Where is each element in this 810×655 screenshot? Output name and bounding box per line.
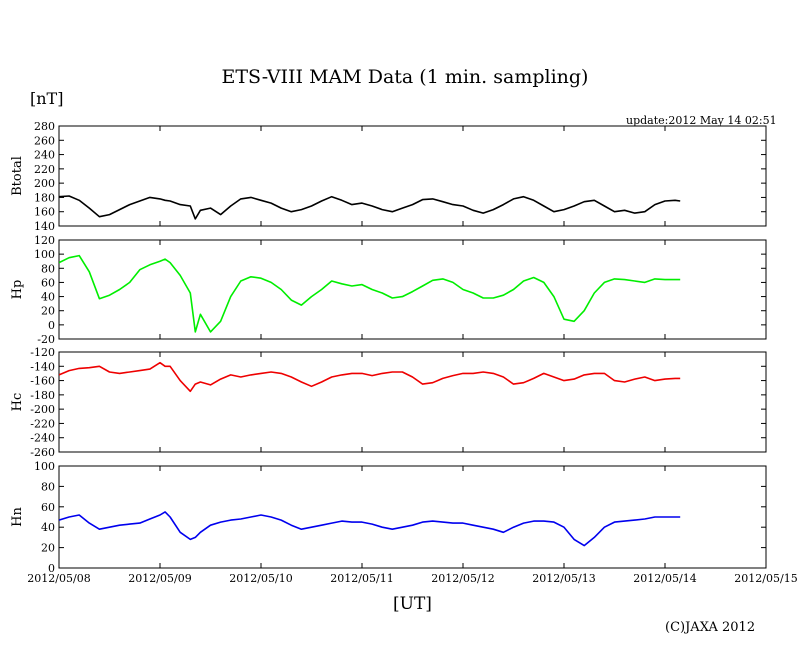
- hn-y-tick-label: 60: [41, 501, 55, 514]
- btotal-y-tick-label: 220: [34, 163, 55, 176]
- copyright: (C)JAXA 2012: [665, 620, 756, 635]
- btotal-y-tick-label: 280: [34, 120, 55, 133]
- hc-series-line: [59, 361, 681, 393]
- chart-title: ETS-VIII MAM Data (1 min. sampling): [221, 66, 589, 88]
- hp-axis-name: Hp: [10, 280, 25, 300]
- btotal-y-tick-label: 240: [34, 149, 55, 162]
- btotal-series-line: [59, 195, 681, 220]
- btotal-y-tick-label: 180: [34, 191, 55, 204]
- hn-y-tick-label: 80: [41, 480, 55, 493]
- hc-panel-frame: [58, 351, 767, 453]
- x-axis-label: [UT]: [393, 594, 432, 614]
- hc-y-tick-label: -160: [30, 375, 55, 388]
- hp-y-tick-label: 100: [34, 248, 55, 261]
- x-tick-label: 2012/05/13: [532, 572, 595, 585]
- hc-y-tick-label: -180: [30, 389, 55, 402]
- btotal-y-tick-label: 140: [34, 220, 55, 233]
- hp-y-tick-label: -20: [37, 333, 55, 346]
- hc-y-tick-label: -220: [30, 417, 55, 430]
- hc-y-tick-label: -200: [30, 403, 55, 416]
- hn-panel-frame: [58, 465, 767, 569]
- hn-y-tick-label: 0: [48, 562, 55, 575]
- hp-y-tick-label: 20: [41, 305, 55, 318]
- hc-y-tick-label: -240: [30, 432, 55, 445]
- hn-y-tick-label: 40: [41, 521, 55, 534]
- x-tick-label: 2012/05/14: [633, 572, 696, 585]
- x-tick-label: 2012/05/15: [734, 572, 797, 585]
- hn-y-tick-label: 20: [41, 542, 55, 555]
- unit-label: [nT]: [30, 89, 64, 108]
- hp-y-tick-label: 0: [48, 319, 55, 332]
- btotal-y-tick-label: 160: [34, 206, 55, 219]
- btotal-y-tick-label: 260: [34, 134, 55, 147]
- x-tick-label: 2012/05/10: [229, 572, 292, 585]
- hp-y-tick-label: 40: [41, 291, 55, 304]
- x-tick-label: 2012/05/08: [27, 572, 90, 585]
- btotal-y-tick-label: 200: [34, 177, 55, 190]
- btotal-axis-name: Btotal: [10, 156, 25, 196]
- hc-y-tick-label: -120: [30, 346, 55, 359]
- x-tick-label: 2012/05/12: [431, 572, 494, 585]
- hc-y-tick-label: -140: [30, 360, 55, 373]
- hp-series-line: [59, 254, 681, 333]
- hn-axis-name: Hn: [10, 507, 25, 527]
- hp-y-tick-label: 120: [34, 234, 55, 247]
- update-timestamp: update:2012 May 14 02:51: [626, 114, 777, 127]
- hc-axis-name: Hc: [10, 393, 25, 412]
- btotal-panel-frame: [58, 125, 767, 227]
- hp-y-tick-label: 80: [41, 262, 55, 275]
- hp-panel-frame: [58, 239, 767, 340]
- x-tick-label: 2012/05/11: [330, 572, 393, 585]
- hn-y-tick-label: 100: [34, 460, 55, 473]
- x-tick-label: 2012/05/09: [128, 572, 191, 585]
- hc-y-tick-label: -260: [30, 446, 55, 459]
- hn-series-line: [59, 511, 681, 547]
- hp-y-tick-label: 60: [41, 276, 55, 289]
